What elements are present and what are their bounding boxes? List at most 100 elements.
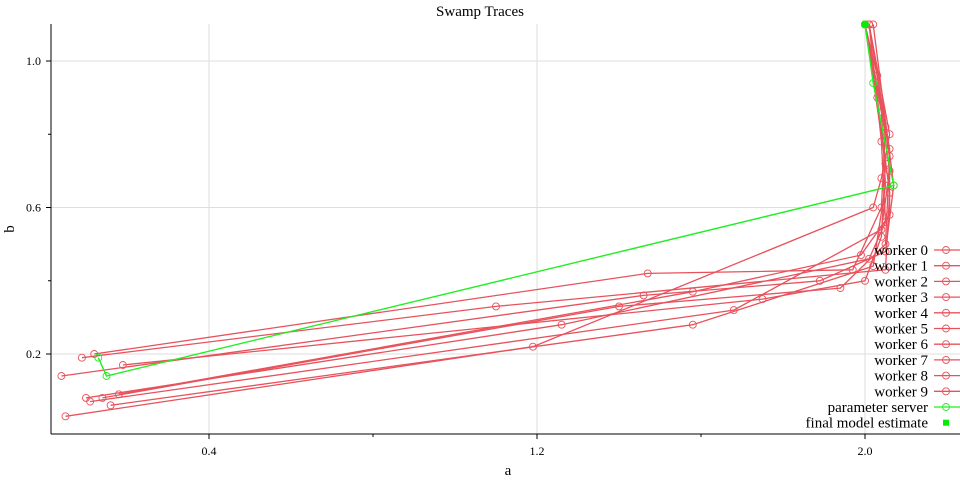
worker-6-point [106, 401, 115, 410]
grid-layer [51, 24, 960, 434]
worker-5-point [615, 302, 623, 311]
legend-entry-worker-7: worker 7 [874, 353, 960, 369]
worker-7-point [57, 372, 66, 380]
legend-entry-worker-5: worker 5 [874, 322, 960, 338]
worker-7-point [639, 291, 648, 300]
worker-0-point [61, 412, 70, 421]
series-worker-2 [82, 20, 890, 402]
chart-title: Swamp Traces [436, 4, 524, 20]
series-worker-8 [114, 20, 894, 399]
worker-3-point [86, 397, 95, 406]
legend-marker [942, 324, 950, 333]
legend-swatch [943, 419, 949, 426]
worker-0-point [869, 203, 878, 212]
legend-marker [942, 355, 950, 364]
legend-marker [942, 340, 950, 349]
legend-marker [942, 387, 950, 396]
legend-label: parameter server [828, 400, 928, 416]
series-worker-7 [57, 20, 898, 380]
worker-1-trace-line [81, 24, 891, 359]
y-tick-label: 0.2 [26, 347, 41, 361]
worker-0-trace-line [65, 24, 891, 417]
legend-entry-worker-3: worker 3 [874, 290, 960, 306]
series-worker-0 [61, 20, 894, 421]
parameter-server-point [102, 372, 111, 380]
worker-9-point [877, 232, 886, 241]
x-tick-label: 0.4 [202, 444, 217, 458]
worker-7-point [881, 247, 890, 256]
worker-6-point [688, 320, 697, 329]
parameter-server-point [94, 353, 103, 362]
parameter-server-point [869, 79, 878, 87]
worker-5-point [98, 393, 107, 402]
worker-7-point [815, 276, 824, 285]
legend-label: worker 5 [874, 322, 928, 338]
legend-marker [942, 371, 950, 380]
worker-8-point [856, 251, 865, 260]
x-tick-label: 1.2 [530, 444, 545, 458]
legend-label: worker 7 [874, 353, 928, 369]
final-model-estimate-point [862, 21, 868, 28]
worker-8-point [688, 287, 697, 296]
legend-entry-worker-9: worker 9 [874, 384, 960, 400]
y-tick-label: 0.6 [26, 201, 41, 215]
legend-label: worker 0 [874, 243, 928, 259]
parameter-server-trace-line [97, 24, 895, 377]
worker-4-trace-line [94, 24, 887, 355]
legend-label: worker 6 [874, 337, 928, 353]
legend-entry-worker-1: worker 1 [874, 259, 960, 275]
series-worker-1 [77, 20, 894, 362]
worker-1-point [77, 353, 86, 362]
worker-1-point [881, 265, 890, 274]
legend-entry-worker-8: worker 8 [874, 369, 960, 385]
worker-9-point [758, 295, 767, 304]
legend-label: worker 2 [874, 274, 928, 290]
y-tick-label: 1.0 [26, 54, 41, 68]
legend-entry-worker-2: worker 2 [874, 274, 960, 290]
worker-3-trace-line [90, 24, 891, 403]
legend-label: final model estimate [806, 416, 929, 432]
legend-marker [942, 308, 950, 317]
worker-9-trace-line [122, 24, 887, 366]
worker-8-trace-line [118, 24, 891, 395]
worker-4-point [643, 269, 652, 278]
legend-marker [942, 293, 950, 302]
legend-entry-worker-4: worker 4 [874, 306, 960, 322]
worker-6-point [869, 262, 878, 271]
x-axis-title: a [505, 463, 512, 479]
worker-9-point [861, 276, 869, 285]
worker-7-trace-line [61, 24, 895, 377]
worker-1-point [492, 302, 500, 311]
parameter-server-point [889, 181, 898, 190]
final-model-layer [862, 21, 868, 28]
series-worker-3 [86, 20, 894, 406]
legend-label: worker 8 [874, 369, 928, 385]
y-axis-title: b [2, 225, 18, 233]
worker-9-point [118, 361, 127, 369]
legend-entry-worker-6: worker 6 [874, 337, 960, 353]
x-tick-label: 2.0 [858, 444, 873, 458]
series-layer [57, 20, 898, 421]
legend-label: worker 3 [874, 290, 928, 306]
worker-8-point [114, 390, 123, 399]
legend-marker [942, 277, 950, 286]
legend-label: worker 4 [874, 306, 928, 322]
parameter-server-point [861, 20, 869, 29]
legend-entry-parameter-server: parameter server [828, 400, 960, 416]
legend-marker [942, 261, 950, 270]
parameter-server-layer [94, 20, 898, 380]
worker-8-point [885, 210, 894, 219]
legend-entry-final-model-estimate: final model estimate [806, 416, 949, 432]
axes-layer [46, 24, 960, 439]
tick-label-layer: 0.4 1.2 2.0 0.2 0.6 1.0 [26, 54, 873, 458]
legend-marker [942, 403, 950, 411]
worker-5-trace-line [102, 24, 891, 399]
legend-entry-worker-0: worker 0 [874, 243, 960, 259]
worker-6-trace-line [110, 24, 887, 406]
series-worker-9 [118, 20, 890, 369]
legend-marker [942, 246, 950, 254]
worker-2-point [557, 320, 566, 329]
legend-label: worker 9 [874, 384, 928, 400]
